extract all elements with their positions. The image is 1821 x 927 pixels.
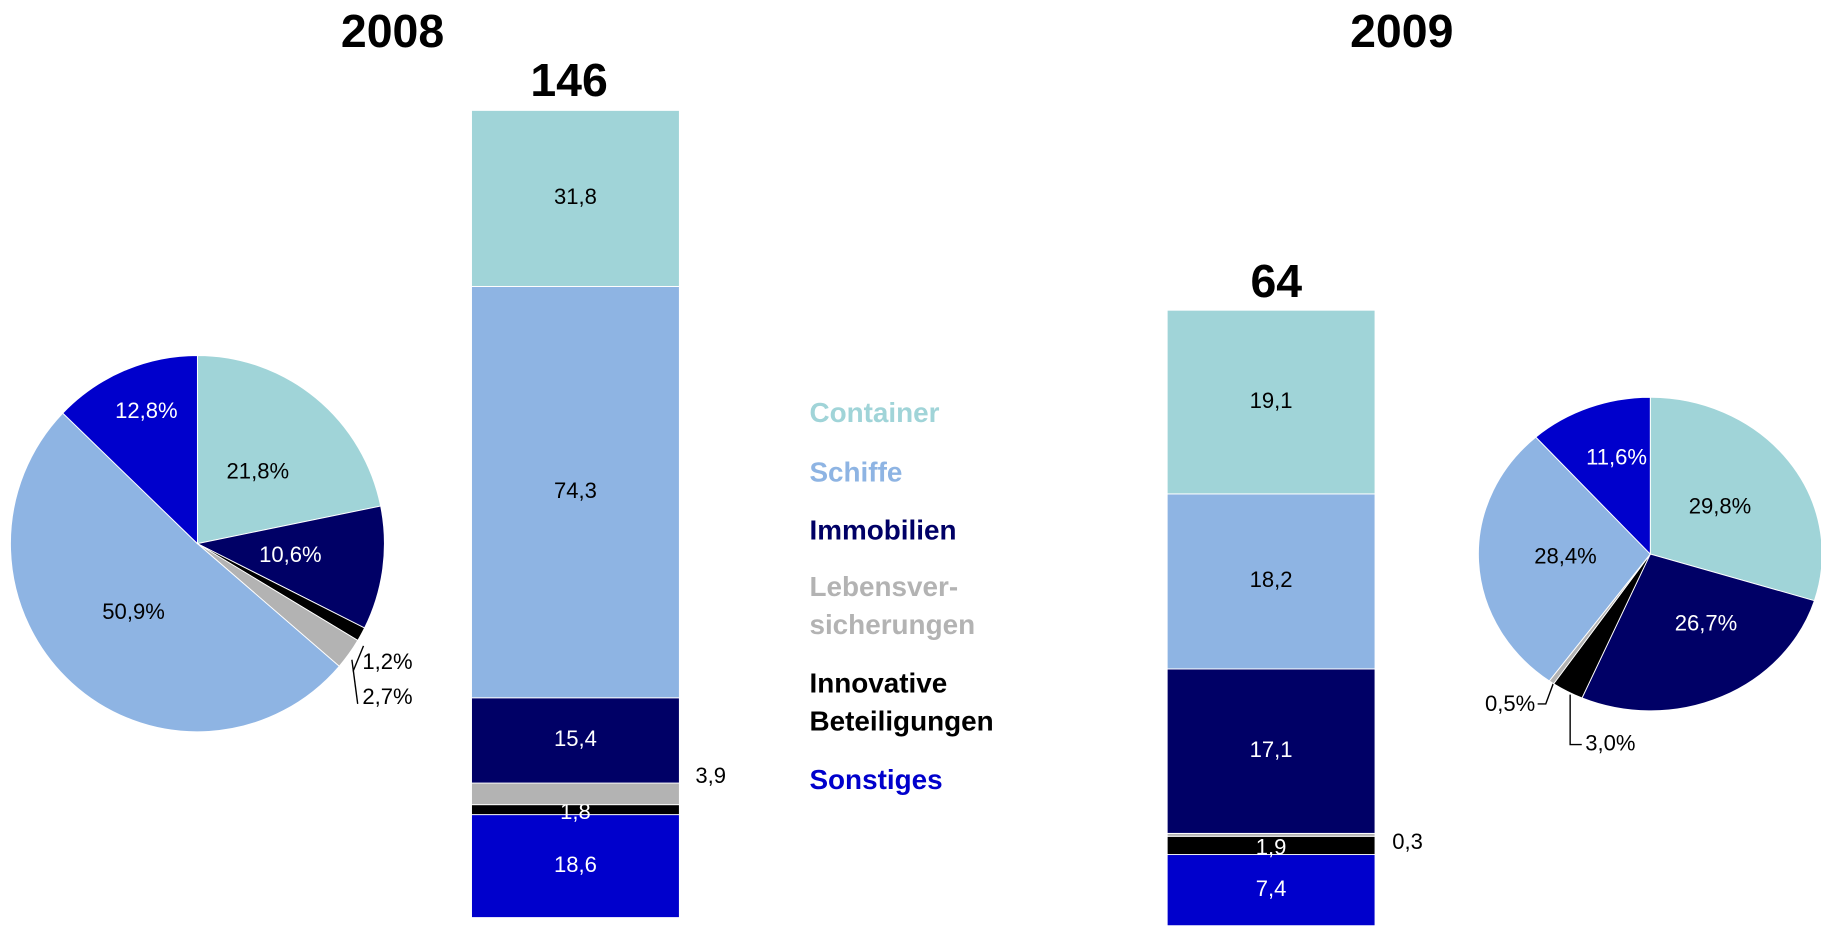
data-label: 29,8% (1689, 493, 1752, 518)
data-label: 10,6% (259, 542, 322, 567)
data-label: 3,9 (695, 763, 726, 788)
pie-slice (196, 355, 382, 545)
leader-line (352, 645, 365, 672)
bar-segment (1166, 309, 1376, 495)
legend-entry: Innovative Beteiligungen (809, 668, 993, 737)
pie-slice (62, 355, 198, 545)
chart-title: 2008 (341, 5, 444, 57)
legend-entry: Schiffe (809, 456, 902, 487)
data-label: 74,3 (554, 478, 597, 503)
legend-entry: Container (809, 397, 939, 428)
data-label: 21,8% (227, 459, 290, 484)
pie-slice (1649, 396, 1821, 602)
data-label: 2,7% (362, 684, 412, 709)
data-label: 50,9% (102, 599, 165, 624)
bar-segment (471, 697, 680, 784)
leader-line (1569, 694, 1582, 746)
data-label: 28,4% (1534, 543, 1597, 568)
data-label: 0,3 (1392, 829, 1423, 854)
pie-slice (1581, 553, 1816, 712)
chart-title: 2009 (1350, 5, 1453, 57)
data-label: 0,5% (1485, 691, 1535, 716)
bar-segment (471, 109, 680, 287)
bar-segment (1166, 493, 1376, 670)
data-label: 12,8% (115, 398, 178, 423)
pie-slice (1535, 396, 1651, 556)
pie-slice (196, 505, 385, 629)
data-label: 7,4 (1256, 876, 1287, 901)
data-label: 3,0% (1585, 730, 1635, 755)
bar-total: 146 (530, 54, 607, 106)
bar-segment (471, 814, 680, 919)
data-label: 18,2 (1250, 567, 1293, 592)
data-label: 18,6 (554, 852, 597, 877)
legend-entry: Lebensver-sicherungen (809, 571, 975, 640)
data-label: 26,7% (1675, 611, 1738, 636)
data-label: 15,4 (554, 726, 597, 751)
data-label: 1,9 (1256, 835, 1287, 860)
bar-total: 64 (1250, 255, 1302, 307)
data-label: 31,8 (554, 184, 597, 209)
bar-segment (471, 285, 680, 699)
bar-segment (471, 782, 680, 806)
legend-entry: Immobilien (809, 514, 956, 545)
data-label: 11,6% (1586, 445, 1647, 470)
data-label: 19,1 (1250, 388, 1293, 413)
pie-slice (1477, 436, 1651, 682)
bar-segment (1166, 668, 1376, 834)
legend-entry: Sonstiges (809, 764, 942, 795)
pie-slice (10, 412, 340, 733)
data-label: 1,2% (362, 649, 412, 674)
data-label: 17,1 (1250, 737, 1293, 762)
leader-line (1537, 681, 1555, 705)
bar-segment (1166, 854, 1376, 927)
leader-line (351, 659, 359, 704)
